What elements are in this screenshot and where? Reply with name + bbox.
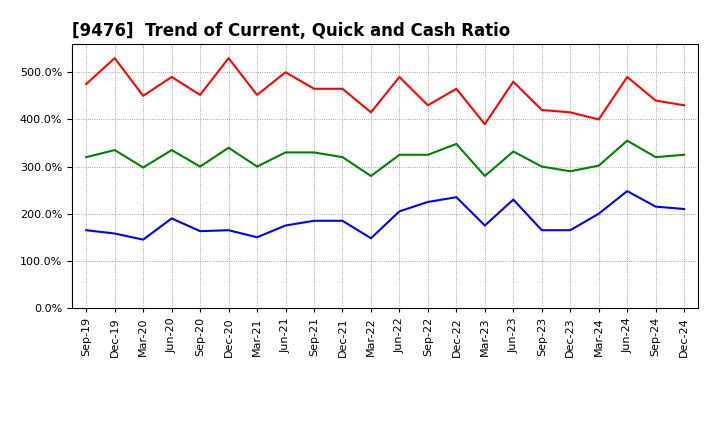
Text: [9476]  Trend of Current, Quick and Cash Ratio: [9476] Trend of Current, Quick and Cash … [72,22,510,40]
Quick Ratio [395,152,404,158]
Cash Ratio [509,197,518,202]
Cash Ratio [196,228,204,234]
Cash Ratio [338,218,347,224]
Quick Ratio [253,164,261,169]
Current Ratio [509,79,518,84]
Current Ratio [139,93,148,99]
Cash Ratio [623,188,631,194]
Current Ratio [110,55,119,61]
Current Ratio [423,103,432,108]
Current Ratio [452,86,461,92]
Cash Ratio [82,227,91,233]
Quick Ratio [623,138,631,143]
Cash Ratio [452,194,461,200]
Cash Ratio [225,227,233,233]
Quick Ratio [338,154,347,160]
Current Ratio [310,86,318,92]
Quick Ratio [82,154,91,160]
Cash Ratio [310,218,318,224]
Quick Ratio [167,147,176,153]
Quick Ratio [680,152,688,158]
Current Ratio [566,110,575,115]
Quick Ratio [537,164,546,169]
Quick Ratio [595,163,603,168]
Current Ratio [366,110,375,115]
Cash Ratio [110,231,119,236]
Cash Ratio [537,227,546,233]
Quick Ratio [225,145,233,150]
Current Ratio [253,92,261,98]
Current Ratio [623,74,631,80]
Current Ratio [225,55,233,61]
Current Ratio [537,107,546,113]
Cash Ratio [366,235,375,241]
Quick Ratio [509,149,518,154]
Current Ratio [480,121,489,127]
Cash Ratio [566,227,575,233]
Quick Ratio [652,154,660,160]
Current Ratio [652,98,660,103]
Cash Ratio [167,216,176,221]
Current Ratio [338,86,347,92]
Cash Ratio [395,209,404,214]
Cash Ratio [282,223,290,228]
Line: Quick Ratio: Quick Ratio [86,141,684,176]
Quick Ratio [110,147,119,153]
Quick Ratio [452,141,461,147]
Current Ratio [395,74,404,80]
Current Ratio [196,92,204,98]
Line: Cash Ratio: Cash Ratio [86,191,684,240]
Cash Ratio [253,235,261,240]
Current Ratio [282,70,290,75]
Quick Ratio [282,150,290,155]
Quick Ratio [310,150,318,155]
Quick Ratio [366,173,375,179]
Cash Ratio [595,211,603,216]
Current Ratio [167,74,176,80]
Current Ratio [595,117,603,122]
Line: Current Ratio: Current Ratio [86,58,684,124]
Current Ratio [82,81,91,87]
Quick Ratio [566,169,575,174]
Current Ratio [680,103,688,108]
Quick Ratio [423,152,432,158]
Cash Ratio [680,206,688,212]
Cash Ratio [652,204,660,209]
Cash Ratio [423,199,432,205]
Quick Ratio [480,173,489,179]
Cash Ratio [480,223,489,228]
Quick Ratio [139,165,148,170]
Cash Ratio [139,237,148,242]
Quick Ratio [196,164,204,169]
